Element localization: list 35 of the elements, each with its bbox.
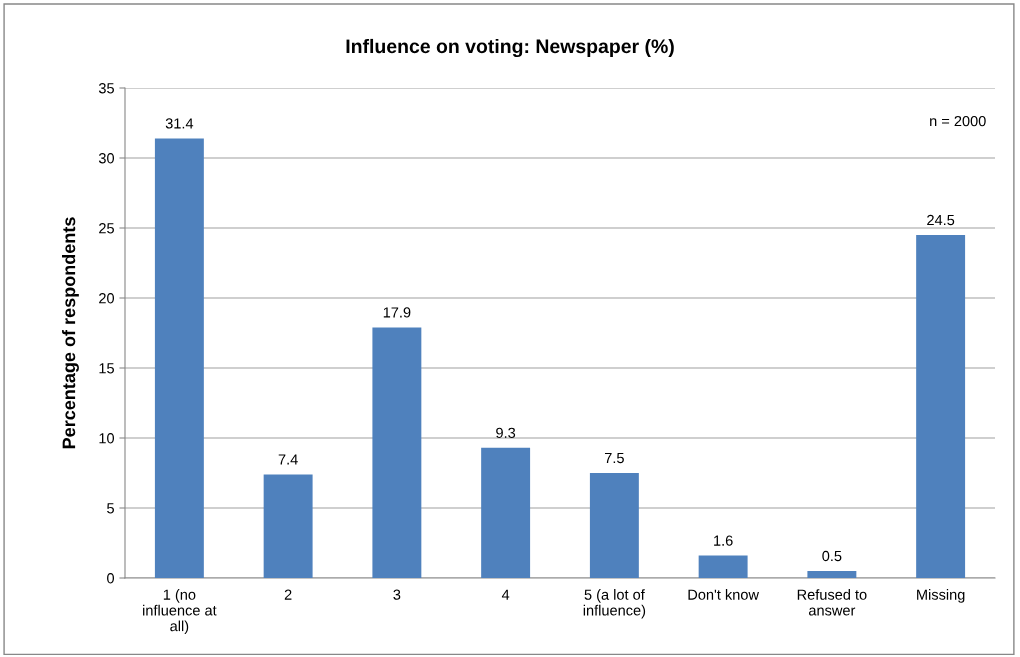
x-tick-label: 3 — [393, 589, 401, 600]
data-label: 7.4 — [278, 454, 298, 465]
data-label: 1.6 — [714, 535, 733, 546]
y-tick-label: 15 — [99, 363, 114, 374]
y-axis-title: Percentage of respondents — [62, 217, 79, 449]
data-label: 9.3 — [496, 427, 516, 438]
x-tick-label: Refused to answer — [797, 589, 867, 616]
data-label: 0.5 — [822, 550, 842, 562]
bar — [916, 235, 966, 578]
x-tick-label: 5 (a lot of influence) — [583, 589, 646, 619]
bar — [698, 555, 748, 578]
x-tick-label: Don't know — [688, 589, 760, 600]
data-label: 17.9 — [383, 307, 411, 318]
y-tick-label: 25 — [99, 223, 114, 234]
x-tick-label: 2 — [284, 589, 292, 600]
y-tick-label: 5 — [107, 503, 114, 514]
x-tick-label: 1 (no influence at all) — [143, 589, 217, 635]
bar — [372, 327, 422, 578]
data-label: 24.5 — [927, 214, 955, 226]
bar — [263, 474, 313, 578]
y-tick-label: 30 — [98, 153, 115, 164]
y-tick-label: 35 — [98, 83, 114, 94]
chart-title: Influence on voting: Newspaper (%) — [346, 38, 674, 58]
bar — [154, 138, 204, 578]
data-label: 31.4 — [165, 118, 194, 129]
data-label: 7.5 — [604, 453, 624, 464]
y-tick-label: 10 — [99, 433, 115, 444]
bar — [481, 447, 531, 578]
bar — [589, 473, 639, 578]
bar — [807, 571, 857, 578]
x-tick-label: Missing — [917, 589, 965, 603]
y-tick-label: 20 — [99, 293, 115, 304]
annotation: n = 2000 — [930, 115, 986, 127]
y-tick-label: 0 — [107, 573, 115, 584]
x-tick-label: 4 — [501, 589, 510, 600]
